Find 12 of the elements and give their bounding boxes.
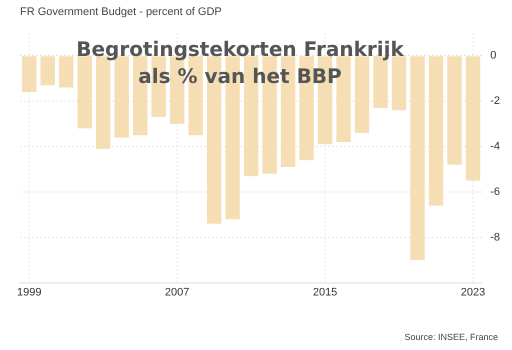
text: Begrotingstekorten Frankrijk als % van het BBP (75, 36, 405, 90)
y-tick-label: -2 (490, 95, 500, 108)
y-tick-label: -8 (490, 231, 500, 244)
y-tick-label: 0 (490, 50, 496, 62)
y-tick-label: -4 (490, 140, 500, 153)
x-tick-label: 2015 (312, 286, 338, 298)
y-tick-label: -6 (490, 186, 500, 198)
chart-subtitle: FR Government Budget - percent of GDP (20, 6, 222, 18)
x-tick-label: 2023 (460, 286, 486, 298)
x-tick-label: 2007 (164, 286, 190, 298)
source-note: Source: INSEE, France (404, 332, 498, 342)
x-tick-label: 1999 (17, 286, 42, 298)
